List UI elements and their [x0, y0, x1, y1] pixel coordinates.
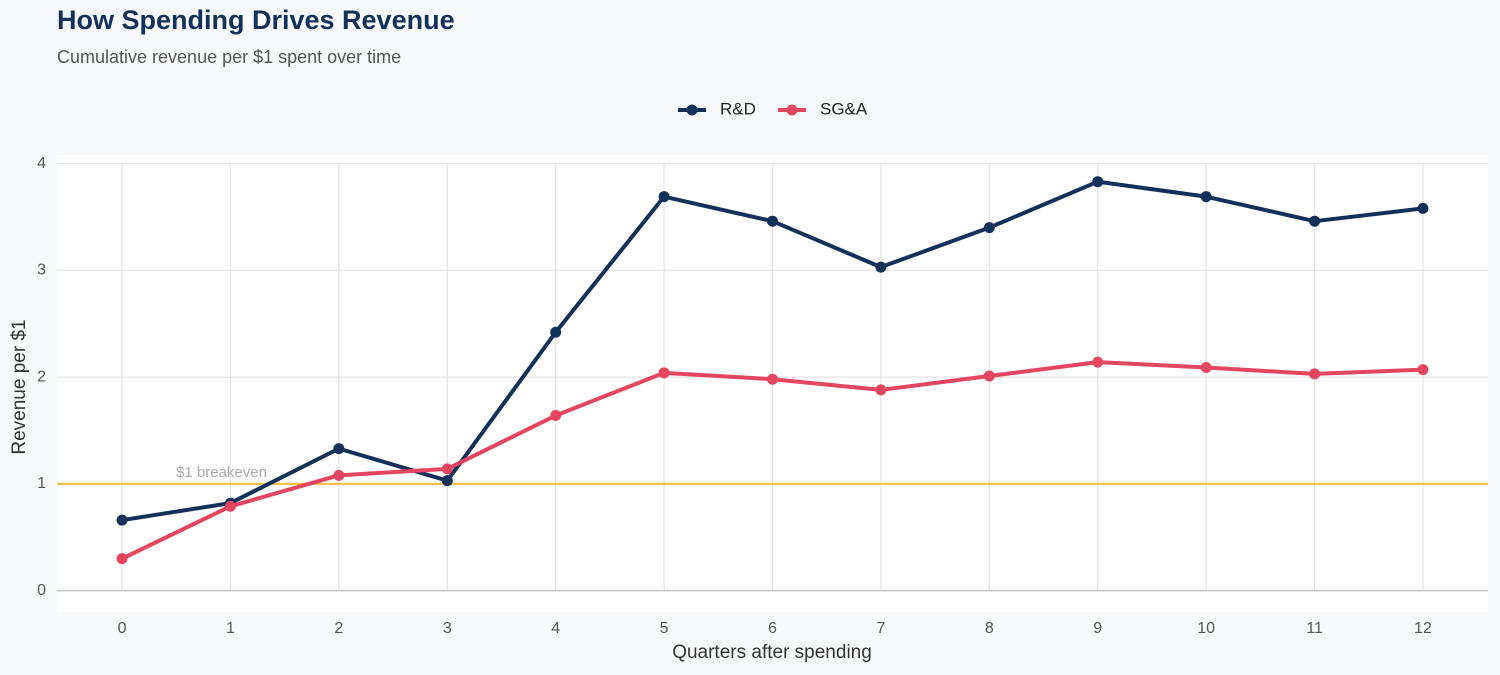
- x-tick-label: 9: [1093, 620, 1102, 637]
- data-point: [658, 367, 670, 379]
- data-point: [767, 215, 778, 227]
- x-tick-label: 12: [1414, 620, 1432, 637]
- data-point: [116, 514, 128, 526]
- x-tick-label: 10: [1197, 620, 1215, 637]
- legend-marker: [786, 104, 798, 116]
- data-point: [767, 373, 778, 385]
- data-point: [1309, 368, 1321, 380]
- x-tick-label: 6: [768, 620, 777, 637]
- x-tick-label: 0: [118, 620, 127, 637]
- data-point: [983, 222, 995, 234]
- legend-marker: [686, 104, 698, 116]
- data-point: [441, 463, 453, 475]
- y-tick-label: 0: [37, 582, 46, 599]
- x-tick-label: 11: [1306, 620, 1323, 637]
- x-tick-label: 8: [985, 620, 994, 637]
- data-point: [658, 191, 670, 203]
- x-tick-label: 3: [443, 620, 452, 637]
- legend-label: SG&A: [820, 99, 868, 118]
- x-tick-label: 2: [334, 620, 343, 637]
- data-point: [983, 370, 995, 382]
- data-point: [1200, 361, 1212, 373]
- data-point: [116, 553, 128, 565]
- data-point: [875, 384, 887, 396]
- data-point: [550, 410, 562, 422]
- data-point: [333, 443, 345, 455]
- x-tick-label: 4: [551, 620, 560, 637]
- x-tick-label: 7: [876, 620, 885, 637]
- data-point: [875, 261, 887, 273]
- x-tick-label: 5: [660, 620, 669, 637]
- legend-label: R&D: [720, 99, 756, 118]
- chart-subtitle: Cumulative revenue per $1 spent over tim…: [57, 47, 401, 67]
- y-axis-title: Revenue per $1: [9, 319, 30, 454]
- y-tick-label: 2: [37, 368, 46, 385]
- data-point: [333, 469, 345, 481]
- data-point: [1417, 364, 1429, 376]
- data-point: [1200, 191, 1212, 203]
- x-tick-label: 1: [226, 620, 235, 637]
- data-point: [1092, 176, 1104, 188]
- data-point: [441, 475, 453, 487]
- data-point: [1309, 215, 1321, 227]
- data-point: [224, 500, 236, 512]
- x-axis-title: Quarters after spending: [672, 642, 872, 663]
- reference-label: $1 breakeven: [176, 464, 267, 481]
- y-tick-label: 1: [37, 475, 46, 492]
- data-point: [550, 326, 562, 338]
- chart-title: How Spending Drives Revenue: [57, 5, 455, 35]
- y-tick-label: 4: [37, 155, 46, 172]
- data-point: [1092, 356, 1104, 368]
- data-point: [1417, 202, 1429, 214]
- y-tick-label: 3: [37, 262, 46, 279]
